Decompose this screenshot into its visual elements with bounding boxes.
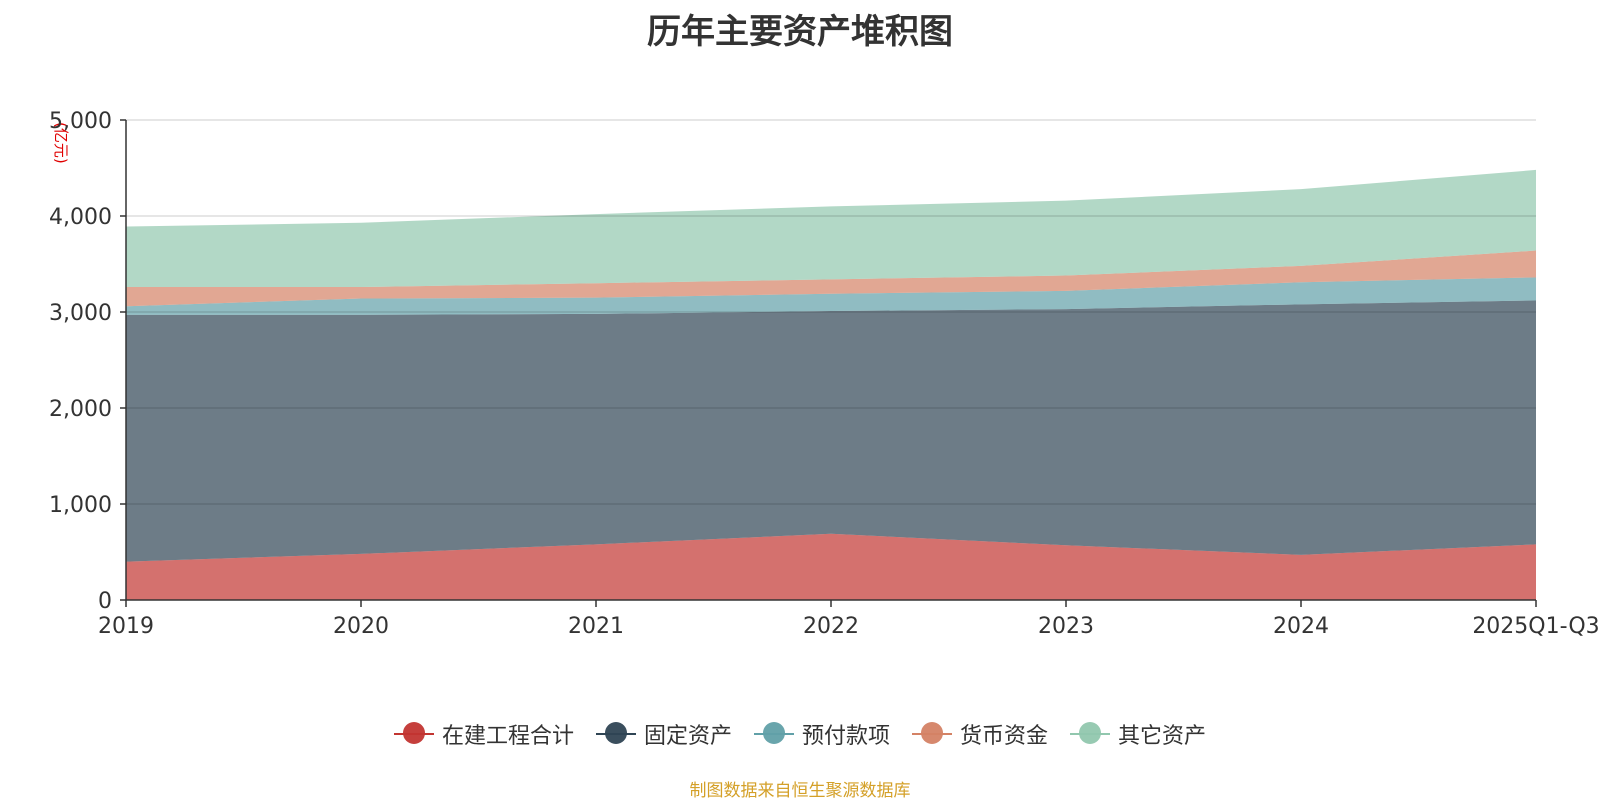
legend-item-4[interactable]: 其它资产 — [1070, 718, 1206, 750]
legend-label: 货币资金 — [960, 724, 1049, 749]
legend-label: 预付款项 — [801, 724, 890, 749]
x-tick-label-2: 2021 — [568, 614, 624, 639]
legend-label: 固定资产 — [643, 724, 732, 749]
x-tick-label-0: 2019 — [98, 614, 154, 639]
y-tick-label-2: 2,000 — [49, 397, 112, 422]
legend-item-0[interactable]: 在建工程合计 — [393, 718, 574, 750]
y-tick-label-4: 4,000 — [49, 205, 112, 230]
legend-marker-icon — [912, 722, 952, 746]
source-note: 制图数据来自恒生聚源数据库 — [689, 781, 911, 801]
x-tick-label-5: 2024 — [1273, 614, 1329, 639]
chart-title: 历年主要资产堆积图 — [647, 12, 953, 52]
x-tick-label-6: 2025Q1-Q3 — [1472, 614, 1599, 639]
x-tick-label-4: 2023 — [1038, 614, 1094, 639]
legend-marker-icon — [393, 722, 434, 746]
legend-label: 其它资产 — [1118, 724, 1207, 749]
area-series-0 — [126, 533, 1536, 600]
area-series-2 — [126, 277, 1536, 315]
legend-item-2[interactable]: 预付款项 — [753, 718, 890, 750]
legend-item-3[interactable]: 货币资金 — [912, 718, 1048, 750]
area-series-3 — [126, 250, 1536, 307]
legend-marker-icon — [753, 722, 794, 746]
y-tick-label-0: 0 — [98, 589, 112, 614]
legend-marker-icon — [595, 722, 636, 746]
y-tick-label-1: 1,000 — [49, 493, 112, 518]
y-tick-label-5: 5,000 — [49, 109, 112, 134]
area-series-1 — [126, 300, 1536, 562]
area-series-4 — [126, 169, 1536, 288]
legend-marker-icon — [1070, 722, 1111, 746]
x-tick-label-1: 2020 — [333, 614, 389, 639]
y-tick-label-3: 3,000 — [49, 301, 112, 326]
x-tick-label-3: 2022 — [803, 614, 859, 639]
legend-label: 在建工程合计 — [441, 724, 574, 749]
legend-item-1[interactable]: 固定资产 — [595, 718, 732, 750]
legend: 在建工程合计 固定资产 预付款项 货币资金 其它资产 — [0, 718, 1600, 750]
